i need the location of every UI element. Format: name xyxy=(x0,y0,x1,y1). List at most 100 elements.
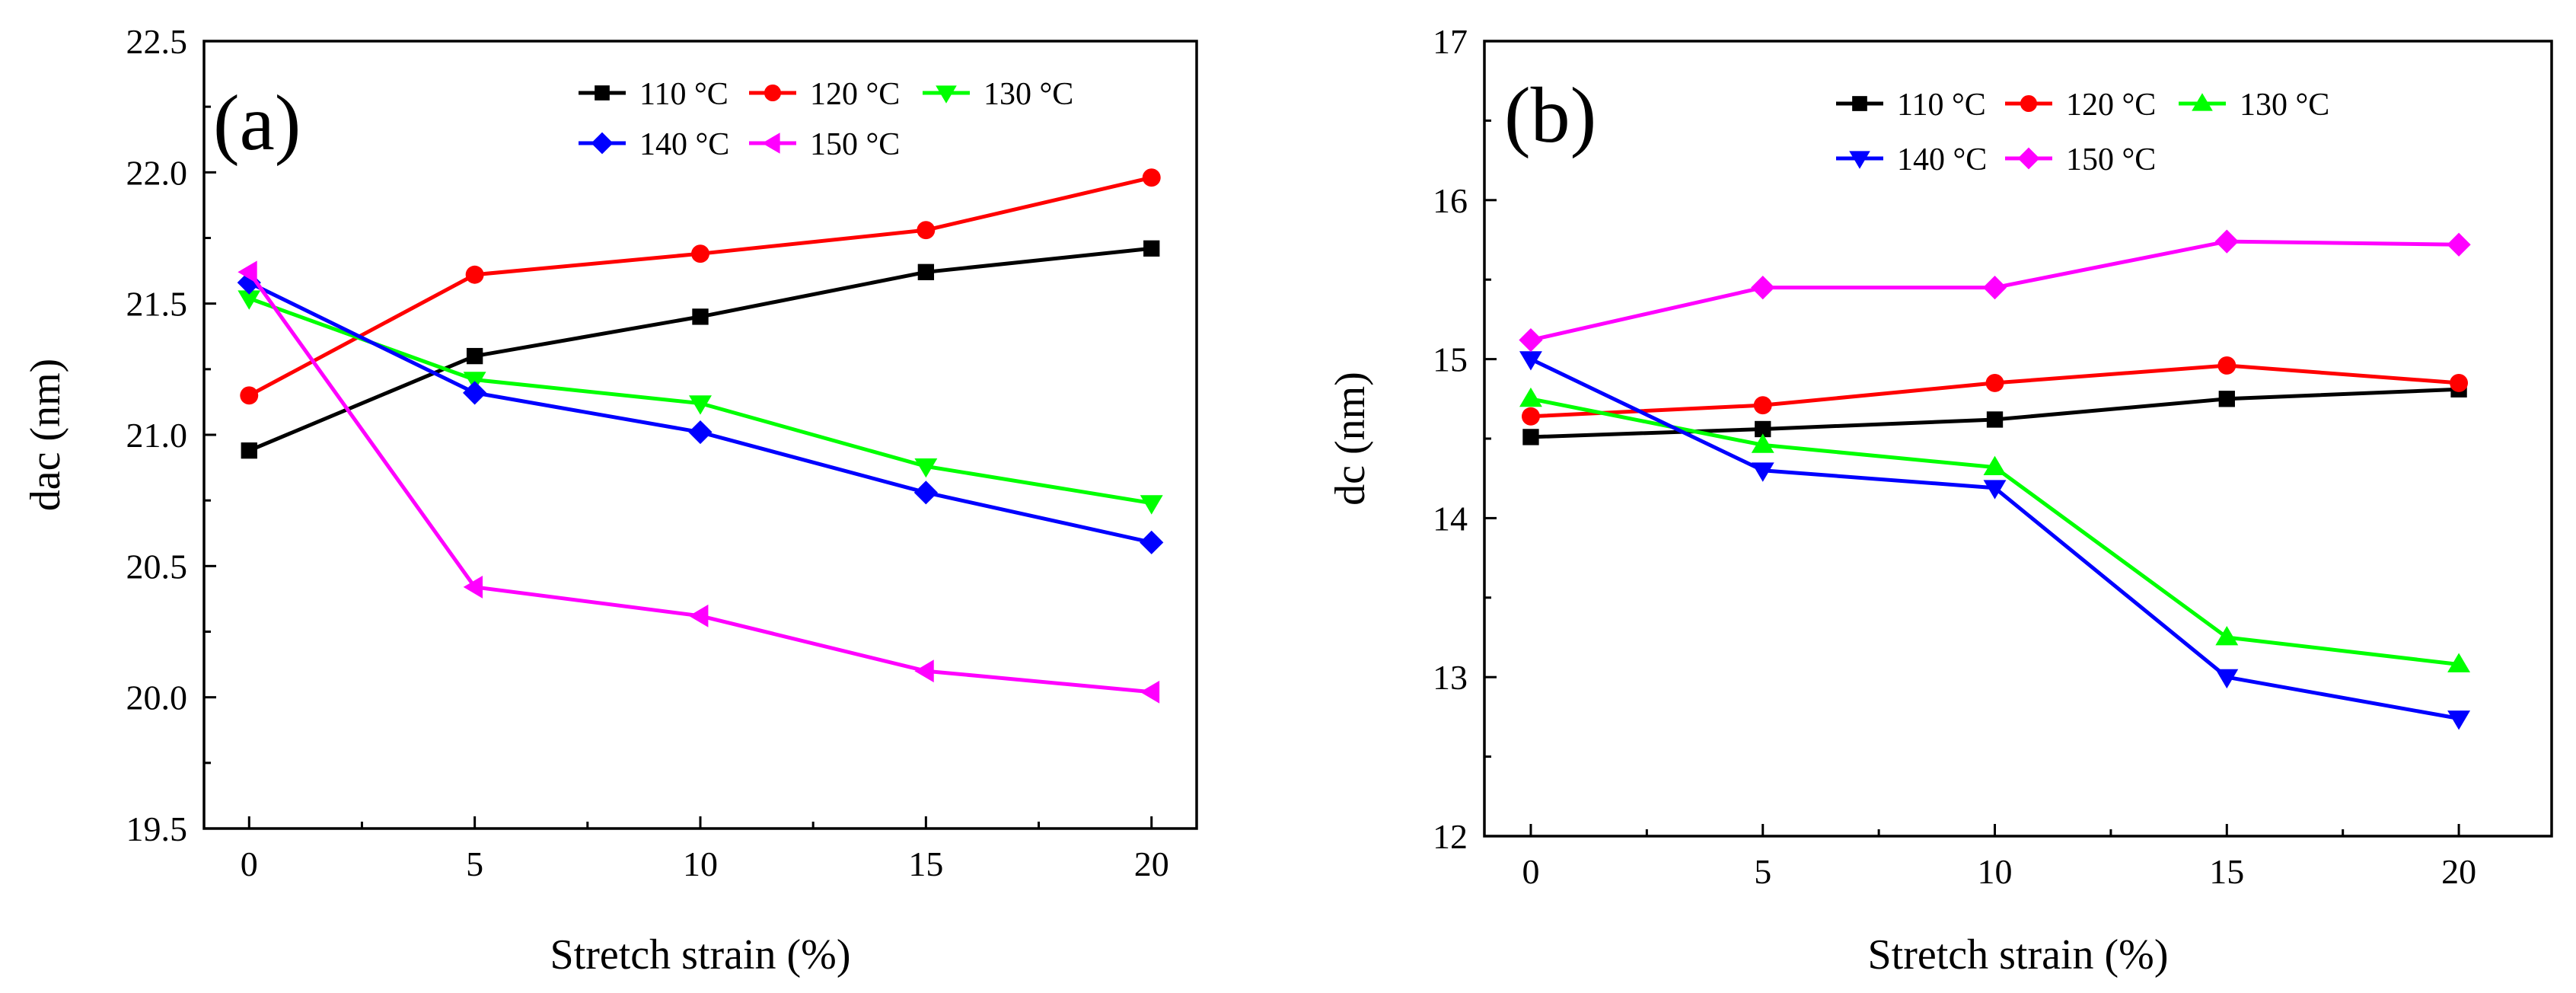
data-point xyxy=(688,420,713,445)
data-point xyxy=(1753,396,1772,415)
data-point xyxy=(1755,420,1771,438)
legend-marker xyxy=(1849,151,1870,169)
data-point xyxy=(1140,530,1164,554)
legend-label: 140 °C xyxy=(639,127,729,162)
series-3 xyxy=(237,270,1164,554)
y-tick-label: 20.5 xyxy=(126,547,188,586)
chart-panel-0: 0 5 10 15 20 19.5 20.0 20.5 21.0 21.5 22.0 22.5 Stre… xyxy=(22,22,1198,979)
data-point xyxy=(1143,240,1160,257)
chart-panel-1: 0 5 10 15 20 12 13 14 15 16 17 Stretch strain (%) dc… xyxy=(1327,22,2553,979)
data-point xyxy=(2217,356,2236,375)
y-tick-label: 16 xyxy=(1433,181,1468,220)
data-point xyxy=(913,481,938,505)
data-point xyxy=(2447,232,2471,257)
series-1 xyxy=(240,168,1161,405)
legend-marker xyxy=(2017,147,2040,170)
panel-label: (a) xyxy=(213,79,301,167)
y-tick-label: 21.5 xyxy=(126,285,188,324)
legend-label: 150 °C xyxy=(810,127,900,162)
legend-label: 120 °C xyxy=(810,77,900,112)
data-point xyxy=(1521,407,1540,426)
x-tick-label: 0 xyxy=(241,845,258,883)
series-1 xyxy=(1521,356,2469,426)
x-tick-label: 20 xyxy=(2441,852,2476,891)
legend: 110 °C 120 °C 130 °C 140 °C 150 °C xyxy=(579,77,1073,162)
data-point xyxy=(2215,669,2239,689)
data-point xyxy=(1522,429,1539,445)
y-axis-title: dac (nm) xyxy=(22,359,69,512)
data-point xyxy=(1140,495,1163,515)
x-tick-label: 15 xyxy=(908,845,943,883)
y-tick-label: 13 xyxy=(1433,658,1468,697)
x-tick-label: 10 xyxy=(1978,852,2013,891)
data-point xyxy=(2218,391,2235,407)
data-point xyxy=(238,290,261,310)
data-point xyxy=(237,270,261,295)
y-axis-title: dc (nm) xyxy=(1327,372,1374,506)
data-point xyxy=(917,263,935,280)
panel-label: (b) xyxy=(1504,72,1596,159)
data-point xyxy=(465,265,484,284)
data-point xyxy=(1519,327,1543,353)
legend-label: 150 °C xyxy=(2066,142,2156,177)
y-tick-label: 12 xyxy=(1433,817,1468,856)
data-point xyxy=(1751,276,1775,300)
y-tick-label: 15 xyxy=(1433,340,1468,379)
x-tick-label: 10 xyxy=(683,845,718,883)
x-axis-title: Stretch strain (%) xyxy=(550,931,851,979)
data-point xyxy=(240,386,259,405)
data-point xyxy=(463,575,483,599)
y-tick-label: 20.0 xyxy=(126,678,188,717)
data-point xyxy=(1982,276,2007,300)
data-point xyxy=(1751,462,1774,482)
y-tick-label: 17 xyxy=(1433,22,1468,61)
series-line xyxy=(248,175,1153,398)
legend-label: 110 °C xyxy=(1897,88,1986,123)
x-tick-label: 0 xyxy=(1522,852,1539,891)
y-tick-label: 22.5 xyxy=(126,22,188,61)
data-point xyxy=(2447,653,2471,672)
legend-label: 130 °C xyxy=(984,77,1073,112)
data-point xyxy=(689,604,709,627)
data-point xyxy=(2450,373,2469,392)
series-line xyxy=(1530,397,2460,666)
data-point xyxy=(691,244,709,263)
data-point xyxy=(1983,480,2007,500)
data-point xyxy=(1519,351,1542,371)
series-2 xyxy=(1519,387,2471,672)
plot-frame xyxy=(1483,40,2553,838)
data-point xyxy=(238,260,257,284)
series-4 xyxy=(1519,229,2471,353)
data-point xyxy=(914,659,934,683)
data-point xyxy=(466,347,483,365)
y-tick-label: 19.5 xyxy=(126,809,188,848)
data-point xyxy=(2214,229,2239,254)
x-tick-label: 20 xyxy=(1134,845,1169,883)
data-point xyxy=(241,442,257,459)
x-axis-title: Stretch strain (%) xyxy=(1868,931,2169,979)
legend-label: 140 °C xyxy=(1897,142,1987,177)
data-point xyxy=(692,308,709,325)
x-tick-label: 5 xyxy=(1754,852,1771,891)
data-point xyxy=(463,381,487,405)
data-point xyxy=(689,395,712,415)
legend-label: 130 °C xyxy=(2240,88,2329,123)
data-point xyxy=(2447,710,2471,730)
legend: 110 °C 120 °C 130 °C 140 °C 150 °C xyxy=(1836,88,2329,177)
data-point xyxy=(914,458,938,478)
series-0 xyxy=(241,240,1160,459)
series-4 xyxy=(238,260,1160,704)
legend-marker xyxy=(764,84,782,102)
data-point xyxy=(1751,433,1774,453)
data-point xyxy=(1986,411,2004,428)
data-point xyxy=(1985,373,2004,392)
y-tick-label: 21.0 xyxy=(126,416,188,455)
legend-label: 110 °C xyxy=(639,77,728,112)
legend-marker xyxy=(595,85,610,101)
data-point xyxy=(1519,387,1542,407)
y-tick-label: 22.0 xyxy=(126,153,188,192)
legend-marker xyxy=(2192,93,2213,111)
x-tick-label: 15 xyxy=(2209,852,2244,891)
legend-label: 120 °C xyxy=(2066,88,2156,123)
